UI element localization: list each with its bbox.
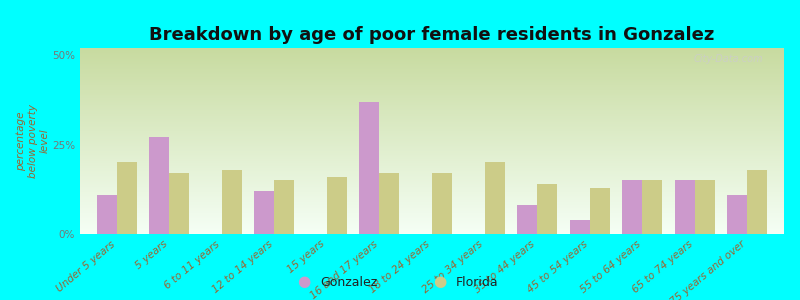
Text: City-Data.com: City-Data.com: [694, 54, 763, 64]
Bar: [170, 173, 190, 234]
Text: Gonzalez: Gonzalez: [320, 275, 378, 289]
Bar: [590, 188, 610, 234]
Bar: [537, 184, 557, 234]
Bar: [570, 220, 590, 234]
Bar: [97, 195, 117, 234]
Bar: [254, 191, 274, 234]
Bar: [359, 102, 379, 234]
Bar: [327, 177, 347, 234]
Bar: [222, 169, 242, 234]
Text: ●: ●: [434, 274, 446, 290]
Bar: [694, 180, 714, 234]
Bar: [485, 163, 505, 234]
Text: Florida: Florida: [456, 275, 498, 289]
Bar: [642, 180, 662, 234]
Bar: [432, 173, 452, 234]
Bar: [747, 169, 767, 234]
Bar: [379, 173, 399, 234]
Bar: [674, 180, 694, 234]
Y-axis label: percentage
below poverty
level: percentage below poverty level: [16, 104, 50, 178]
Bar: [117, 163, 137, 234]
Text: ●: ●: [298, 274, 310, 290]
Bar: [274, 180, 294, 234]
Bar: [727, 195, 747, 234]
Title: Breakdown by age of poor female residents in Gonzalez: Breakdown by age of poor female resident…: [150, 26, 714, 44]
Bar: [150, 137, 170, 234]
Bar: [517, 206, 537, 234]
Bar: [622, 180, 642, 234]
